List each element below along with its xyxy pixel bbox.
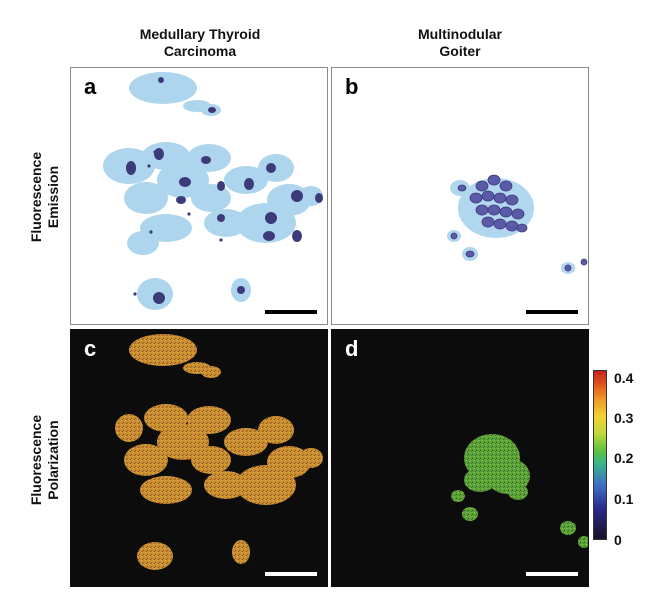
panel-a-image bbox=[103, 72, 323, 310]
row-title-fluorescence-emission: Fluorescence Emission bbox=[28, 122, 62, 272]
panel-d-polarization-goiter: d bbox=[331, 329, 589, 587]
panel-label-d: d bbox=[345, 336, 359, 361]
scale-bar bbox=[265, 572, 317, 576]
row-title-text: Fluorescence Emission bbox=[28, 151, 61, 243]
panel-label-a: a bbox=[84, 74, 97, 99]
column-title-medullary-thyroid-carcinoma: Medullary Thyroid Carcinoma bbox=[70, 26, 330, 60]
panel-a-emission-carcinoma: a bbox=[70, 67, 328, 325]
column-title-multinodular-goiter: Multinodular Goiter bbox=[330, 26, 590, 60]
panel-b-image bbox=[447, 174, 588, 274]
colorbar-tick-0-3: 0.3 bbox=[614, 410, 634, 426]
column-title-text: Multinodular Goiter bbox=[418, 26, 502, 59]
panel-b-emission-goiter: b bbox=[331, 67, 589, 325]
panel-label-c: c bbox=[84, 336, 97, 361]
colorbar-tick-0-4: 0.4 bbox=[614, 370, 634, 386]
row-title-text: Fluorescence Polarization bbox=[28, 414, 61, 506]
panel-c-polarization-carcinoma: c bbox=[70, 329, 328, 587]
colorbar-tick-0-2: 0.2 bbox=[614, 450, 634, 466]
panel-c-image bbox=[115, 334, 323, 570]
row-title-fluorescence-polarization: Fluorescence Polarization bbox=[28, 385, 62, 535]
polarization-colorbar bbox=[593, 370, 607, 540]
panel-d-image bbox=[451, 434, 588, 548]
scale-bar bbox=[526, 572, 578, 576]
colorbar-tick-0-1: 0.1 bbox=[614, 491, 634, 507]
panel-label-b: b bbox=[345, 74, 359, 99]
scale-bar bbox=[265, 310, 317, 314]
scale-bar bbox=[526, 310, 578, 314]
colorbar-tick-0: 0 bbox=[614, 532, 622, 548]
column-title-text: Medullary Thyroid Carcinoma bbox=[139, 26, 261, 59]
